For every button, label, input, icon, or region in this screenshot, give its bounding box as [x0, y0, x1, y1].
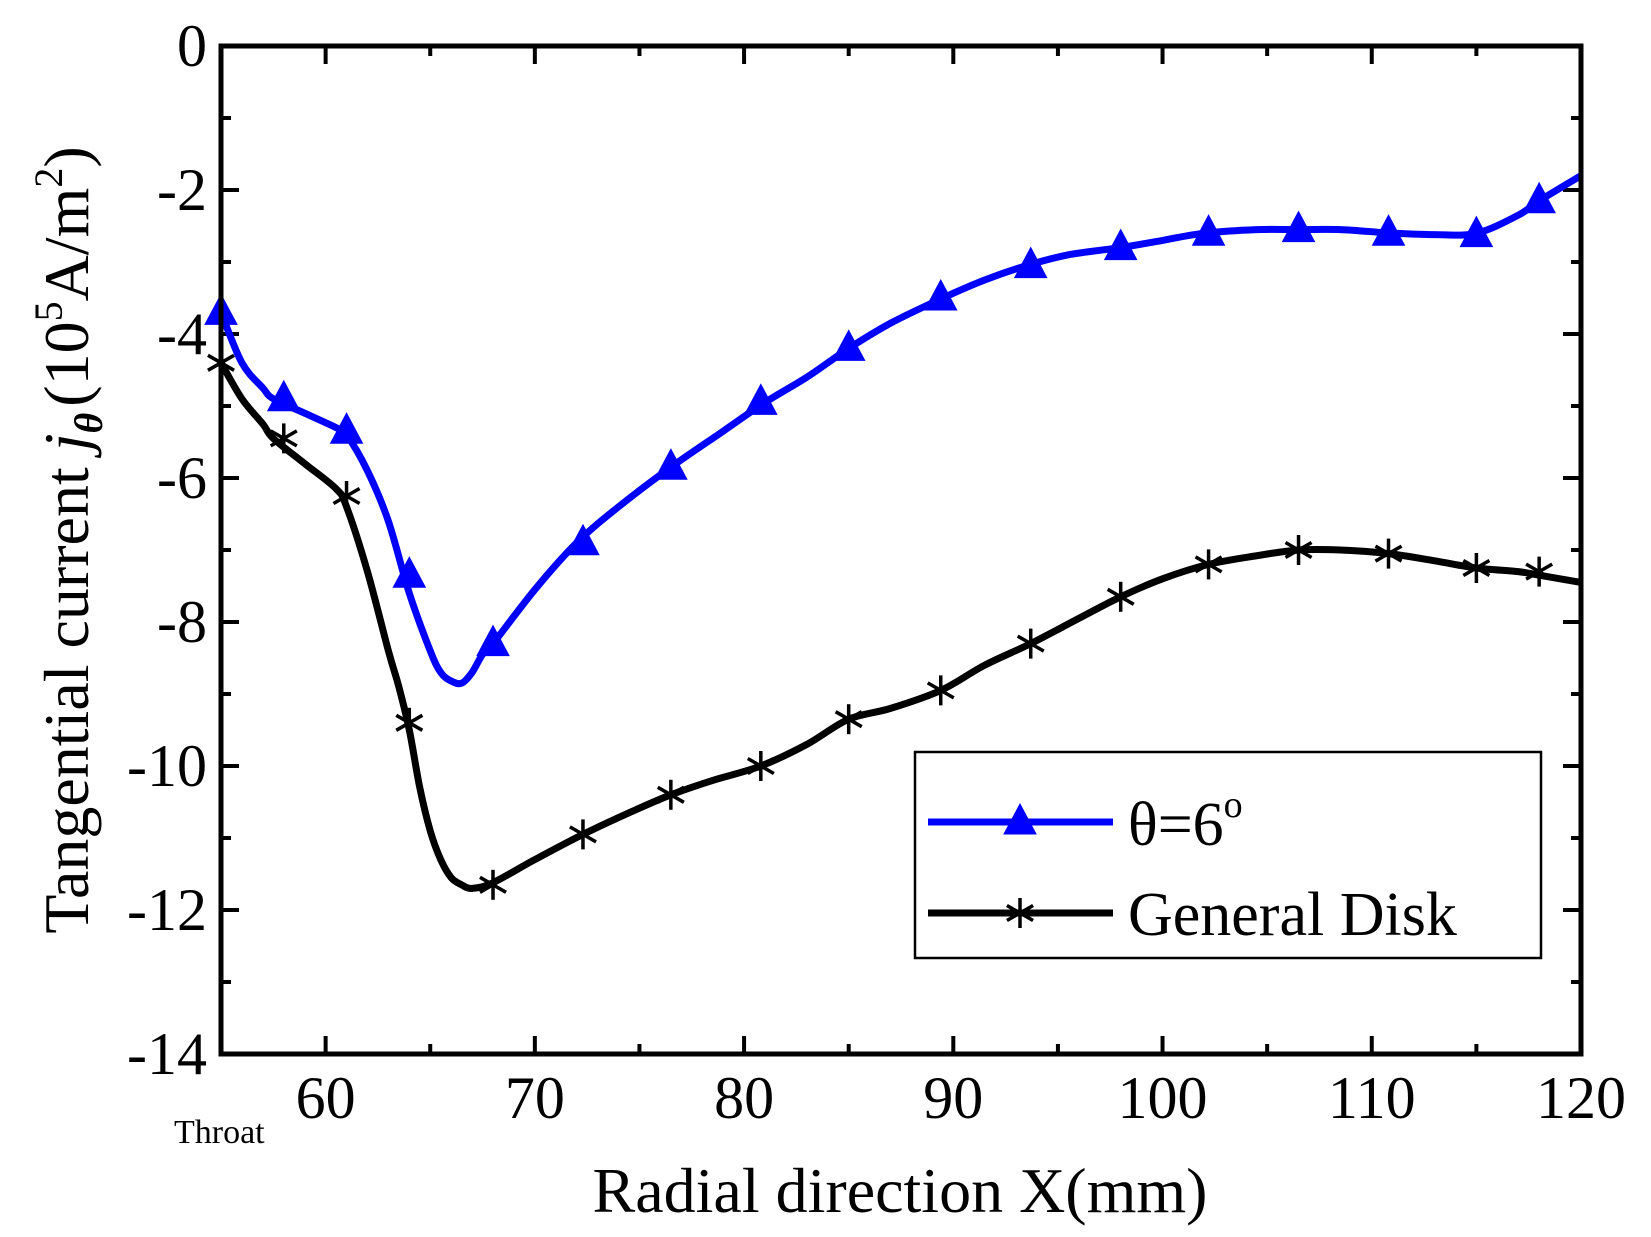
legend-triangle-icon	[1003, 802, 1037, 835]
series-line-0	[217, 172, 1583, 688]
series-0-marker-10	[1013, 246, 1048, 279]
y-axis-label: Tangential current jθ(105A/m2)	[26, 146, 111, 933]
y-tick-label--10: -10	[127, 733, 207, 799]
series-1-marker-11	[1106, 581, 1135, 612]
series-1-marker-2	[332, 481, 361, 511]
y-label-unit-open: (10	[31, 321, 102, 406]
series-0-marker-14	[1371, 214, 1406, 246]
series-1-marker-4	[479, 869, 507, 900]
series-1-marker-14	[1374, 538, 1403, 569]
legend-label-theta6-text: θ=6	[1128, 791, 1224, 859]
series-1-marker-7	[746, 751, 775, 781]
series-0-marker-8	[831, 329, 866, 361]
y-tick-label-0: 0	[177, 13, 207, 79]
series-1-marker-16	[1525, 556, 1554, 587]
y-tick-label--8: -8	[157, 589, 207, 655]
series-1-marker-15	[1462, 553, 1491, 583]
y-label-subscript: θ	[66, 412, 111, 433]
y-label-unit-exp2: 2	[26, 168, 71, 188]
plot-frame	[218, 43, 1584, 1057]
series-0-marker-12	[1191, 214, 1226, 246]
series-0-marker-11	[1103, 228, 1138, 261]
series-0-marker-2	[329, 412, 364, 444]
x-tick-label-110: 110	[1328, 1065, 1416, 1131]
series-0-marker-5	[566, 523, 600, 556]
y-tick-label--2: -2	[157, 157, 207, 223]
x-tick-label-80: 80	[714, 1065, 774, 1131]
series-0-marker-16	[1522, 181, 1556, 214]
legend: θ=6o General Disk	[913, 750, 1543, 960]
series-1-marker-9	[926, 675, 955, 706]
x-tick-label-70: 70	[505, 1065, 565, 1131]
legend-label-general-disk: General Disk	[1128, 881, 1457, 949]
series-1-marker-1	[269, 423, 298, 454]
series-1-marker-8	[834, 704, 863, 735]
y-label-unit-mid: A/m	[31, 188, 102, 302]
y-label-unit-close: )	[31, 146, 102, 167]
y-label-unit-exp: 5	[26, 301, 71, 321]
legend-marker-theta6	[1003, 802, 1037, 835]
series-0-marker-15	[1459, 215, 1494, 248]
series-0-marker-3	[392, 556, 427, 588]
tick-labels: 60 70 80 90 100 110 120 0 -2 -4 -6 -8 -10 -12 -14	[127, 13, 1626, 1131]
legend-label-theta6-sup: o	[1224, 784, 1243, 826]
series-0-marker-9	[923, 278, 958, 311]
series-1-marker-10	[1016, 628, 1045, 659]
legend-label-theta6: θ=6o	[1128, 784, 1243, 859]
x-tick-label-120: 120	[1536, 1065, 1626, 1131]
series-1-marker-12	[1194, 549, 1223, 580]
y-tick-label--12: -12	[127, 877, 207, 943]
series-0-marker-7	[743, 383, 778, 415]
y-tick-label--14: -14	[127, 1021, 207, 1087]
y-label-prefix: Tangential current	[31, 451, 102, 933]
series-1-marker-3	[395, 707, 424, 738]
series-0-marker-6	[654, 448, 688, 480]
y-tick-label--6: -6	[157, 445, 207, 511]
x-tick-label-90: 90	[923, 1065, 983, 1131]
series-1-marker-5	[569, 819, 597, 850]
x-tick-label-60: 60	[296, 1065, 356, 1131]
series-0-marker-4	[476, 624, 510, 657]
x-tick-label-100: 100	[1118, 1065, 1208, 1131]
legend-star-icon	[1006, 898, 1034, 928]
legend-marker-general-disk	[1006, 898, 1034, 928]
y-tick-label--4: -4	[157, 301, 207, 367]
x-axis-label: Radial direction X(mm)	[593, 1155, 1208, 1226]
series-1-marker-6	[656, 779, 685, 810]
series-0-marker-13	[1281, 210, 1316, 243]
series-1-marker-13	[1284, 535, 1313, 565]
throat-label: Throat	[174, 1114, 265, 1151]
series-0-marker-1	[266, 379, 301, 412]
